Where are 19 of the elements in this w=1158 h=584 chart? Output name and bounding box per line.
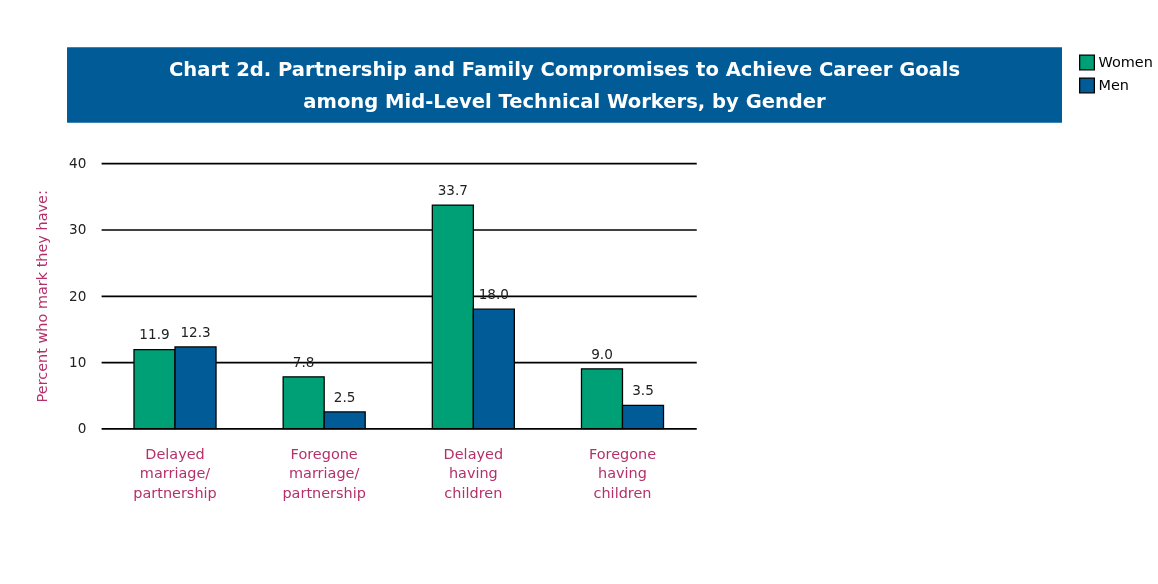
y-tick-label: 0: [77, 420, 87, 437]
x-tick-label: Delayed having children: [443, 445, 504, 501]
x-tick-label: Delayed marriage/ partnership: [133, 445, 217, 501]
legend-label: Men: [1098, 76, 1129, 93]
legend-label: Women: [1098, 53, 1153, 70]
data-label: 3.5: [632, 382, 654, 399]
y-tick-label: 20: [68, 287, 87, 304]
data-label: 2.5: [333, 388, 356, 405]
y-axis-title: Percent who mark they have:: [33, 190, 50, 403]
y-tick-label: 30: [68, 221, 87, 238]
y-tick-label: 10: [68, 353, 87, 370]
data-label: 33.7: [437, 181, 468, 198]
data-label: 12.3: [180, 323, 211, 340]
y-tick-label: 40: [68, 154, 87, 171]
x-tick-label: Foregone having children: [588, 445, 657, 501]
data-label: 11.9: [139, 326, 170, 343]
data-label: 9.0: [591, 345, 613, 362]
x-tick-label: Foregone marriage/ partnership: [282, 445, 366, 501]
chart-title: Chart 2d. Partnership and Family Compromises to Achieve Career Goals among Mid-Level Technical Workers, by Gender: [168, 58, 961, 114]
